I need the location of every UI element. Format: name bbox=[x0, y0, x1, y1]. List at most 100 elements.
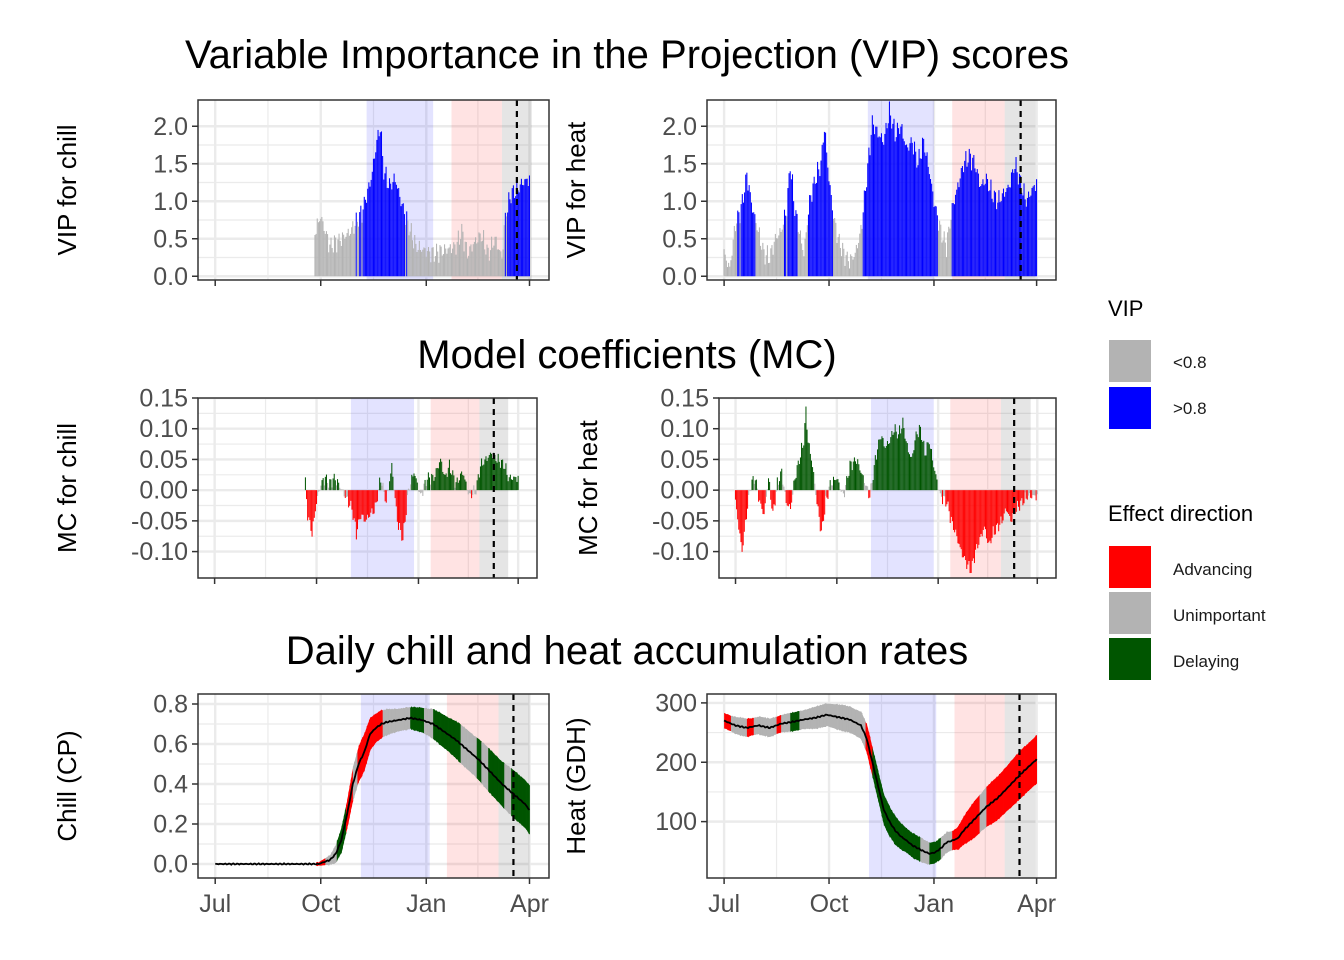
mc-bar bbox=[806, 429, 808, 491]
mc-bar bbox=[403, 490, 405, 524]
vip-bar bbox=[370, 179, 372, 277]
mc-bar bbox=[1031, 490, 1033, 499]
vip-bar bbox=[988, 191, 990, 277]
mc-bar bbox=[874, 455, 876, 491]
mc-bar bbox=[438, 462, 440, 491]
vip-bar bbox=[949, 228, 951, 277]
vip-bar bbox=[871, 115, 873, 277]
mc-bar bbox=[937, 489, 939, 491]
mc-bar bbox=[422, 490, 424, 496]
mc-bar bbox=[906, 443, 908, 491]
vip-bar bbox=[518, 192, 520, 277]
mc-bar bbox=[462, 474, 464, 491]
vip-bar bbox=[795, 210, 797, 277]
mc-bar bbox=[782, 484, 784, 491]
mc-bar bbox=[452, 470, 454, 491]
mc-bar bbox=[847, 477, 849, 491]
mc-bar bbox=[390, 473, 392, 491]
vip-bar bbox=[893, 118, 895, 277]
mc-bar bbox=[922, 441, 924, 491]
legend-vip-swatch-0 bbox=[1109, 340, 1151, 382]
vip-bar bbox=[870, 134, 872, 277]
mc-bar bbox=[799, 457, 801, 491]
vip-bar bbox=[935, 206, 937, 277]
mc-bar bbox=[465, 481, 467, 491]
mc-bar bbox=[334, 480, 336, 491]
mc-bar bbox=[332, 478, 334, 491]
mc-bar bbox=[498, 461, 500, 491]
vip-bar bbox=[741, 194, 743, 277]
vip-bar bbox=[993, 190, 995, 277]
mc-bar bbox=[1020, 490, 1022, 501]
mc-bar bbox=[834, 479, 836, 491]
mc-bar bbox=[859, 470, 861, 491]
heat-period-shade bbox=[950, 398, 1001, 578]
vip-bar bbox=[464, 241, 466, 277]
mc-bar bbox=[1011, 490, 1013, 522]
vip-bar bbox=[1017, 184, 1019, 277]
mc-bar bbox=[331, 487, 333, 491]
mc-bar bbox=[383, 490, 385, 492]
vip-bar bbox=[776, 238, 778, 277]
vip-bar bbox=[361, 222, 363, 277]
vip-bar bbox=[918, 148, 920, 277]
mc-bar bbox=[347, 490, 349, 497]
mc-bar bbox=[510, 479, 512, 491]
mc-bar bbox=[848, 475, 850, 491]
x-tick-label: Apr bbox=[1017, 890, 1056, 918]
plot-area bbox=[198, 398, 537, 578]
mc-bar bbox=[803, 445, 805, 491]
vip-heat-panel: 0.0 0.5 1.0 1.5 2.0 VIP for heat bbox=[561, 99, 1057, 291]
y-tick-label: 0.6 bbox=[153, 731, 188, 759]
plot-area bbox=[198, 694, 549, 878]
vip-bar bbox=[725, 260, 727, 277]
mc-bar bbox=[333, 473, 335, 491]
mc-bar bbox=[736, 490, 738, 510]
mc-bar bbox=[309, 490, 311, 521]
vip-bar bbox=[798, 233, 800, 277]
mc-bar bbox=[313, 490, 315, 518]
vip-bar bbox=[371, 171, 373, 277]
mc-bar bbox=[318, 490, 320, 492]
vip-bar bbox=[782, 224, 784, 277]
mc-bar bbox=[770, 490, 772, 500]
mc-bar bbox=[752, 476, 754, 491]
vip-bar bbox=[815, 182, 817, 277]
mc-bar bbox=[888, 443, 890, 491]
y-tick-label: 0.8 bbox=[153, 691, 188, 719]
mc-bar bbox=[913, 450, 915, 491]
vip-bar bbox=[745, 174, 747, 277]
vip-bar bbox=[1026, 197, 1028, 277]
vip-bar bbox=[1032, 186, 1034, 277]
vip-bar bbox=[887, 123, 889, 277]
vip-bar bbox=[803, 256, 805, 277]
mc-bar bbox=[310, 490, 312, 531]
mc-bar bbox=[962, 490, 964, 558]
vip-bar bbox=[860, 224, 862, 277]
vip-bar bbox=[914, 141, 916, 277]
mc-bar bbox=[788, 490, 790, 505]
vip-bar bbox=[892, 123, 894, 277]
vip-bar bbox=[943, 231, 945, 277]
mc-bar bbox=[747, 490, 749, 509]
mc-bar bbox=[975, 490, 977, 550]
vip-bar bbox=[928, 174, 930, 277]
mc-bar bbox=[860, 472, 862, 491]
mc-bar bbox=[1016, 490, 1018, 501]
y-tick-label: 0.0 bbox=[153, 851, 188, 879]
y-tick-label: 0.10 bbox=[660, 415, 709, 443]
mc-bar bbox=[905, 441, 907, 491]
vip-bar bbox=[508, 192, 510, 277]
vip-bar bbox=[723, 249, 725, 277]
vip-bar bbox=[397, 188, 399, 277]
vip-bar bbox=[932, 191, 934, 277]
vip-bar bbox=[372, 158, 374, 277]
vip-bar bbox=[757, 231, 759, 277]
mc-bar bbox=[761, 490, 763, 509]
bloom-period-shade bbox=[1000, 398, 1031, 578]
vip-bar bbox=[969, 153, 971, 277]
mc-bar bbox=[381, 485, 383, 491]
mc-bar bbox=[893, 432, 895, 491]
vip-bar bbox=[526, 178, 528, 277]
mc-bar bbox=[321, 480, 323, 491]
